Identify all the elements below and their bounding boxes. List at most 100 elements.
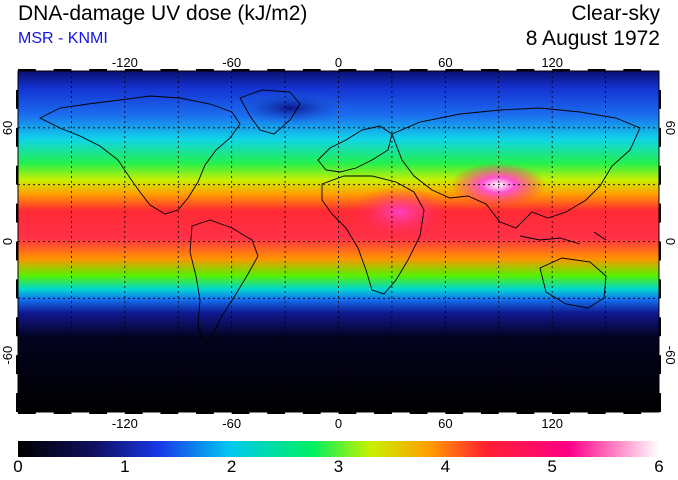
coastline-north-america xyxy=(38,95,241,215)
latitude-tick-label: 0 xyxy=(0,238,15,245)
coastline-greenland xyxy=(239,89,301,135)
frame-tick-right xyxy=(659,317,661,337)
colorbar-tick-label: 1 xyxy=(120,457,130,476)
coastlines xyxy=(38,89,641,345)
frame-tick-bottom xyxy=(409,412,428,414)
frame-tick-top xyxy=(445,69,464,71)
frame-tick-top xyxy=(516,69,535,71)
longitude-tick-label: 0 xyxy=(335,416,342,431)
frame-tick-bottom xyxy=(516,412,535,414)
coastline-africa xyxy=(321,175,425,295)
frame-tick-bottom xyxy=(267,412,286,414)
frame-tick-right xyxy=(659,89,661,109)
latitude-tick-label: 60 xyxy=(0,121,15,135)
frame-tick-left xyxy=(16,355,18,375)
frame-tick-bottom xyxy=(196,412,214,414)
frame-tick-top xyxy=(196,69,214,71)
frame-tick-right xyxy=(659,279,661,299)
frame-tick-right xyxy=(659,393,661,412)
frame-tick-left xyxy=(16,393,18,412)
frame-tick-left xyxy=(16,165,18,185)
frame-tick-bottom xyxy=(302,412,321,414)
colorbar-tick-label: 4 xyxy=(440,457,451,476)
coastline-europe xyxy=(317,125,393,173)
colorbar-tick-label: 2 xyxy=(226,457,237,476)
frame-tick-left xyxy=(16,317,18,337)
frame-tick-left xyxy=(16,279,18,299)
longitude-tick-label: 0 xyxy=(335,55,342,70)
frame-tick-top xyxy=(89,69,108,71)
longitude-tick-label: -120 xyxy=(112,416,138,431)
frame-tick-top xyxy=(302,69,321,71)
frame-tick-top xyxy=(587,69,606,71)
longitude-tick-label: 60 xyxy=(438,55,452,70)
longitude-tick-label: -120 xyxy=(112,55,138,70)
coastline-maritime-asia xyxy=(519,231,607,245)
latitude-tick-label: 0 xyxy=(663,238,678,245)
coastline-south-america xyxy=(189,219,259,345)
frame-tick-bottom xyxy=(18,412,36,414)
map-gridlines xyxy=(18,71,659,412)
latitude-labels-right: 60 0 -60 xyxy=(663,121,678,365)
frame-tick-bottom xyxy=(480,412,499,414)
source-label: MSR - KNMI xyxy=(18,30,108,47)
frame-tick-bottom xyxy=(623,412,642,414)
frame-tick-bottom xyxy=(89,412,108,414)
colorbar-tick-label: 3 xyxy=(333,457,344,476)
frame-tick-top xyxy=(552,69,570,71)
frame-tick-bottom xyxy=(231,412,250,414)
longitude-tick-label: 120 xyxy=(541,55,563,70)
frame-tick-bottom xyxy=(552,412,570,414)
frame-tick-right xyxy=(659,355,661,375)
frame-tick-right xyxy=(659,241,661,261)
frame-tick-top xyxy=(124,69,143,71)
frame-tick-top xyxy=(338,69,357,71)
frame-tick-right xyxy=(659,127,661,147)
frame-tick-top xyxy=(231,69,250,71)
frame-tick-left xyxy=(16,127,18,147)
frame-tick-left xyxy=(16,203,18,223)
frame-tick-top xyxy=(53,69,72,71)
latitude-tick-label: -60 xyxy=(663,346,678,365)
frame-tick-left xyxy=(16,89,18,109)
frame-tick-bottom xyxy=(124,412,143,414)
latitude-labels-left: 60 0 -60 xyxy=(0,121,15,365)
sky-condition-label: Clear-sky xyxy=(571,2,660,25)
frame-tick-left xyxy=(16,241,18,261)
longitude-tick-label: 120 xyxy=(541,416,563,431)
frame-tick-top xyxy=(267,69,286,71)
frame-tick-bottom xyxy=(374,412,392,414)
colorbar xyxy=(18,441,659,457)
frame-tick-right xyxy=(659,165,661,185)
frame-tick-bottom xyxy=(160,412,179,414)
colorbar-tick-label: 5 xyxy=(547,457,557,476)
longitude-labels-bottom: -120 -60 0 60 120 xyxy=(112,416,563,431)
date-label: 8 August 1972 xyxy=(525,27,660,50)
frame-tick-top xyxy=(623,69,642,71)
frame-tick-right xyxy=(659,203,661,223)
frame-tick-top xyxy=(480,69,499,71)
frame-tick-top xyxy=(18,69,36,71)
uv-high-region-africa xyxy=(352,186,448,238)
longitude-labels-top: -120 -60 0 60 120 xyxy=(112,55,563,70)
frame-tick-bottom xyxy=(587,412,606,414)
map-frame-ticks xyxy=(16,69,661,414)
frame-tick-bottom xyxy=(338,412,357,414)
longitude-tick-label: 60 xyxy=(438,416,452,431)
uv-low-region-north xyxy=(230,90,350,126)
frame-tick-bottom xyxy=(445,412,464,414)
coastline-australia xyxy=(539,257,607,309)
coastline-asia xyxy=(391,107,641,229)
frame-tick-top xyxy=(409,69,428,71)
longitude-tick-label: -60 xyxy=(222,55,241,70)
colorbar-tick-label: 6 xyxy=(654,457,664,476)
frame-tick-top xyxy=(160,69,179,71)
longitude-tick-label: -60 xyxy=(222,416,241,431)
frame-tick-top xyxy=(374,69,392,71)
frame-tick-bottom xyxy=(53,412,72,414)
map-title: DNA-damage UV dose (kJ/m2) xyxy=(18,2,308,25)
latitude-tick-label: -60 xyxy=(0,346,15,365)
colorbar-tick-label: 0 xyxy=(13,457,23,476)
latitude-tick-label: 60 xyxy=(663,121,678,135)
